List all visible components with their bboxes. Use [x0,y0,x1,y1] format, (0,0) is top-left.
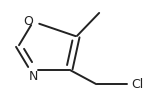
Text: Cl: Cl [131,78,144,91]
Text: N: N [28,70,38,83]
Text: O: O [23,15,33,28]
